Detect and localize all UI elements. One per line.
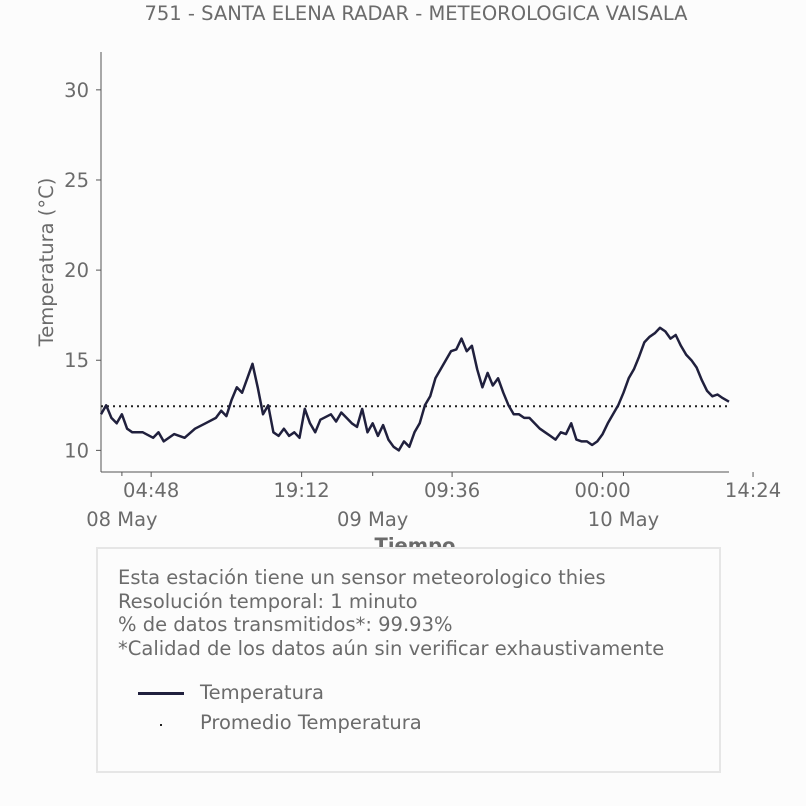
- info-box: Esta estación tiene un sensor meteorolog…: [96, 547, 721, 773]
- x-tick-label: 09:36: [424, 479, 480, 502]
- legend-label: Temperatura: [200, 681, 324, 704]
- y-tick-label: 30: [64, 79, 89, 102]
- x-date-label: 09 May: [337, 508, 408, 531]
- x-tick-label: 19:12: [274, 479, 330, 502]
- info-text: Esta estación tiene un sensor meteorolog…: [118, 566, 664, 660]
- y-tick-label: 20: [64, 259, 89, 282]
- x-date-label: 10 May: [588, 508, 659, 531]
- legend-swatch-line: [138, 692, 184, 695]
- x-tick-label: 14:24: [725, 479, 781, 502]
- info-line-sensor: Esta estación tiene un sensor meteorolog…: [118, 566, 606, 589]
- y-tick-label: 15: [64, 349, 89, 372]
- info-line-resolution: Resolución temporal: 1 minuto: [118, 589, 418, 613]
- info-line-quality: *Calidad de los datos aún sin verificar …: [118, 636, 665, 660]
- chart-title: 751 - SANTA ELENA RADAR - METEOROLOGICA …: [144, 2, 688, 25]
- legend-label: Promedio Temperatura: [200, 711, 422, 734]
- info-line-transmitted: % de datos transmitidos*: 99.93%: [118, 613, 453, 636]
- y-tick-label: 25: [64, 169, 89, 192]
- y-tick-label: 10: [64, 439, 89, 462]
- temperature-line: [99, 326, 730, 452]
- x-date-label: 08 May: [86, 508, 157, 531]
- y-axis-label: Temperatura (°C): [35, 178, 58, 348]
- x-tick-label: 00:00: [574, 479, 630, 502]
- x-tick-label: 04:48: [123, 479, 179, 502]
- legend-swatch-dot: [160, 724, 162, 726]
